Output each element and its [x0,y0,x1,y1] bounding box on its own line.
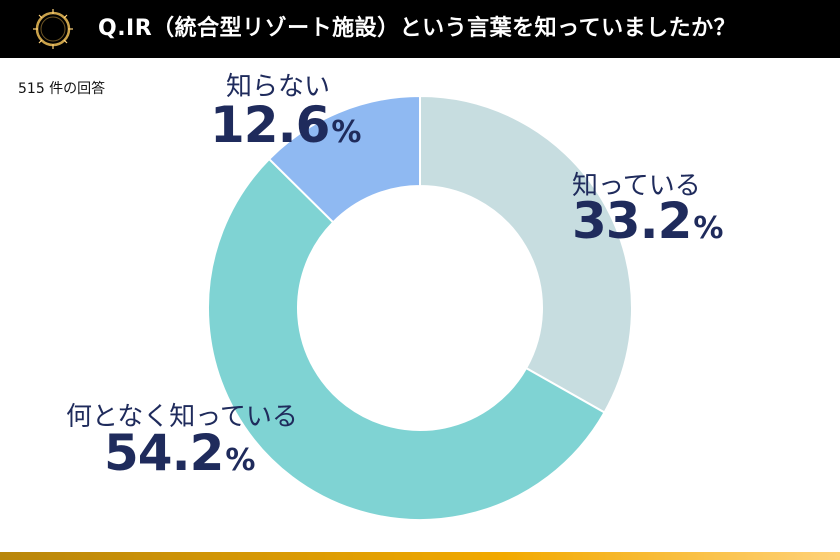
response-count: 515 件の回答 [18,81,106,97]
page-title: Q.IR（統合型リゾート施設）という言葉を知っていましたか？ [98,16,737,41]
slice-label-somewhat-known: 何となく知っている [66,402,298,432]
slice-known [419,94,633,414]
footer-accent-bar [0,552,840,560]
slice-unknown [267,94,421,224]
sparkle-ring-logo-icon [33,9,73,49]
header-bar: Q.IR（統合型リゾート施設）という言葉を知っていましたか？ [0,0,840,58]
donut-chart [207,94,633,521]
slice-percent-somewhat-known: 54.2% [104,424,255,482]
slice-percent-unknown: 12.6% [210,96,361,154]
slice-percent-known: 33.2% [572,192,723,250]
slice-label-known: 知っている [572,171,701,201]
slice-somewhat-known [207,157,606,521]
slice-label-unknown: 知らない [226,72,331,102]
donut-hole [299,187,541,429]
